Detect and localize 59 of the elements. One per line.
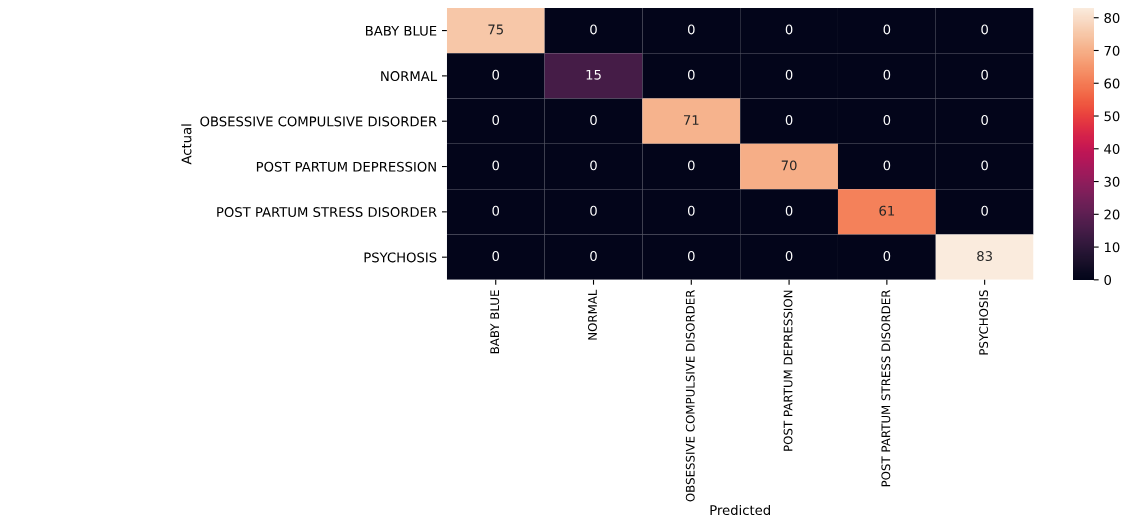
data-label: 0 bbox=[590, 205, 597, 216]
data-label: 0 bbox=[687, 251, 695, 261]
x-tick-label: BABY BLUE bbox=[490, 290, 500, 354]
data-label: 0 bbox=[590, 115, 597, 126]
data-label: 0 bbox=[785, 251, 793, 261]
data-label: 0 bbox=[590, 160, 597, 171]
data-label: 0 bbox=[883, 24, 891, 35]
y-tick-label: PSYCHOSIS bbox=[364, 252, 437, 263]
data-label: 0 bbox=[785, 205, 793, 216]
y-tick-label: POST PARTUM STRESS DISORDER bbox=[217, 207, 437, 218]
x-tick-label: OBSESSIVE COMPULSIVE DISORDER bbox=[685, 289, 695, 502]
data-label: 0 bbox=[492, 69, 500, 80]
color-bar-label: 70 bbox=[1104, 45, 1120, 56]
y-tick-label: OBSESSIVE COMPULSIVE DISORDER bbox=[200, 116, 437, 127]
data-label: 0 bbox=[981, 160, 988, 171]
data-label: 0 bbox=[785, 69, 793, 80]
data-label: 15 bbox=[586, 69, 601, 80]
x-tick-label: POST PARTUM STRESS DISORDER bbox=[881, 289, 891, 487]
data-label: 0 bbox=[687, 160, 695, 171]
data-label: 0 bbox=[687, 69, 695, 80]
y-tick-label: NORMAL bbox=[381, 71, 438, 82]
data-label: 0 bbox=[590, 251, 597, 261]
data-label: 0 bbox=[492, 160, 500, 171]
data-label: 0 bbox=[981, 115, 988, 126]
data-label: 0 bbox=[981, 24, 988, 35]
data-label: 0 bbox=[883, 115, 891, 126]
color-bar-label: 80 bbox=[1104, 12, 1120, 23]
color-bar-label: 10 bbox=[1104, 242, 1120, 253]
data-label: 0 bbox=[981, 205, 988, 216]
color-bar-label: 0 bbox=[1104, 275, 1112, 286]
data-label: 0 bbox=[492, 115, 500, 126]
data-label: 61 bbox=[879, 205, 895, 216]
data-label: 0 bbox=[981, 69, 988, 80]
color-bar-label: 50 bbox=[1104, 111, 1120, 122]
data-label: 0 bbox=[785, 115, 793, 126]
y-tick-label: BABY BLUE bbox=[366, 25, 437, 36]
y-tick-label: POST PARTUM DEPRESSION bbox=[256, 161, 436, 172]
color-bar-label: 30 bbox=[1104, 176, 1120, 187]
x-axis-title: Predicted bbox=[710, 504, 770, 516]
data-label: 70 bbox=[781, 160, 797, 171]
color-bar-label: 60 bbox=[1104, 78, 1120, 89]
data-label: 0 bbox=[492, 251, 500, 261]
data-label: 0 bbox=[687, 205, 695, 216]
y-axis-title: Actual bbox=[181, 124, 192, 165]
x-tick-label: PSYCHOSIS bbox=[979, 290, 989, 355]
data-label: 75 bbox=[488, 24, 503, 35]
data-label: 0 bbox=[883, 251, 891, 261]
data-label: 0 bbox=[785, 24, 793, 35]
x-tick-label: POST PARTUM DEPRESSION bbox=[783, 290, 793, 451]
data-label: 0 bbox=[492, 205, 500, 216]
data-label: 0 bbox=[687, 24, 695, 35]
color-bar-label: 20 bbox=[1104, 209, 1120, 220]
data-label: 0 bbox=[883, 160, 891, 171]
color-bar-label: 40 bbox=[1104, 144, 1120, 154]
x-tick-label: NORMAL bbox=[588, 289, 597, 340]
data-label: 0 bbox=[883, 69, 891, 80]
data-label: 83 bbox=[977, 251, 992, 261]
data-label: 71 bbox=[683, 115, 699, 125]
data-label: 0 bbox=[590, 24, 597, 35]
